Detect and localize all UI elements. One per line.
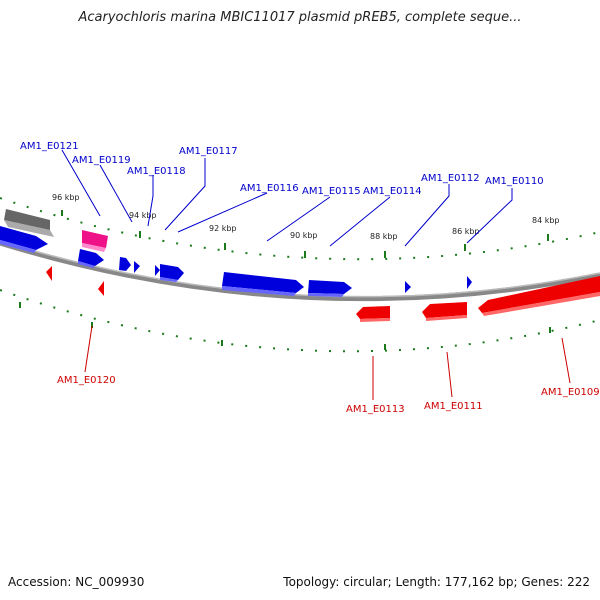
forward-genes[interactable]	[0, 226, 472, 297]
leader-lines-reverse	[84, 325, 571, 400]
leader-lines-forward	[61, 149, 513, 247]
outer-tick-track	[0, 197, 600, 261]
major-ticks	[19, 210, 551, 350]
tick-label-84: 84 kbp	[532, 216, 560, 225]
gene-label-am1-e0112[interactable]: AM1_E0112	[421, 173, 480, 184]
gene-label-am1-e0114[interactable]: AM1_E0114	[363, 186, 422, 197]
tick-label-88: 88 kbp	[370, 232, 398, 241]
gene-gray[interactable]	[4, 209, 54, 237]
gene-label-am1-e0121[interactable]: AM1_E0121	[20, 141, 79, 152]
gene-label-am1-e0110[interactable]: AM1_E0110	[485, 176, 544, 187]
gene-label-am1-e0117[interactable]: AM1_E0117	[179, 146, 238, 157]
tick-label-96: 96 kbp	[52, 193, 80, 202]
tick-label-90: 90 kbp	[290, 231, 318, 240]
tick-label-92: 92 kbp	[209, 224, 237, 233]
gene-label-am1-e0119[interactable]: AM1_E0119	[72, 155, 131, 166]
tick-label-86: 86 kbp	[452, 227, 480, 236]
backbone-arc	[0, 240, 600, 302]
topology-info-text: Topology: circular; Length: 177,162 bp; …	[283, 575, 590, 589]
accession-text: Accession: NC_009930	[8, 575, 145, 589]
reverse-genes[interactable]	[46, 266, 600, 322]
gene-label-am1-e0116[interactable]: AM1_E0116	[240, 183, 299, 194]
tick-label-94: 94 kbp	[129, 211, 157, 220]
gene-label-am1-e0120[interactable]: AM1_E0120	[57, 375, 116, 386]
gene-label-am1-e0115[interactable]: AM1_E0115	[302, 186, 361, 197]
map-title: Acaryochloris marina MBIC11017 plasmid p…	[78, 10, 522, 25]
gene-pink[interactable]	[82, 230, 108, 252]
gene-label-am1-e0111[interactable]: AM1_E0111	[424, 401, 483, 412]
gene-label-am1-e0109[interactable]: AM1_E0109	[541, 387, 600, 398]
gene-label-am1-e0113[interactable]: AM1_E0113	[346, 404, 405, 415]
gene-label-am1-e0118[interactable]: AM1_E0118	[127, 166, 186, 177]
